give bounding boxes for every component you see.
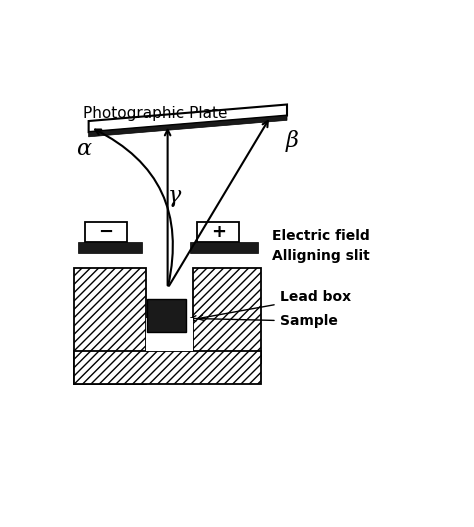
- Bar: [78, 242, 142, 253]
- Text: β: β: [286, 130, 299, 152]
- Bar: [85, 222, 127, 242]
- Text: γ: γ: [168, 186, 182, 207]
- Bar: [74, 350, 261, 384]
- Text: −: −: [99, 223, 114, 241]
- Bar: [193, 268, 261, 364]
- Text: α: α: [76, 138, 91, 160]
- Bar: [190, 242, 258, 253]
- Bar: [147, 299, 186, 332]
- Text: Photographic Plate: Photographic Plate: [82, 106, 227, 121]
- Bar: [74, 268, 146, 384]
- Polygon shape: [89, 115, 287, 137]
- Text: Electric field
Alligning slit: Electric field Alligning slit: [272, 229, 370, 262]
- Polygon shape: [89, 104, 287, 132]
- Text: Sample: Sample: [191, 314, 337, 328]
- Bar: [146, 318, 193, 350]
- Bar: [197, 222, 239, 242]
- Text: Lead box: Lead box: [198, 290, 351, 320]
- Text: +: +: [210, 223, 226, 241]
